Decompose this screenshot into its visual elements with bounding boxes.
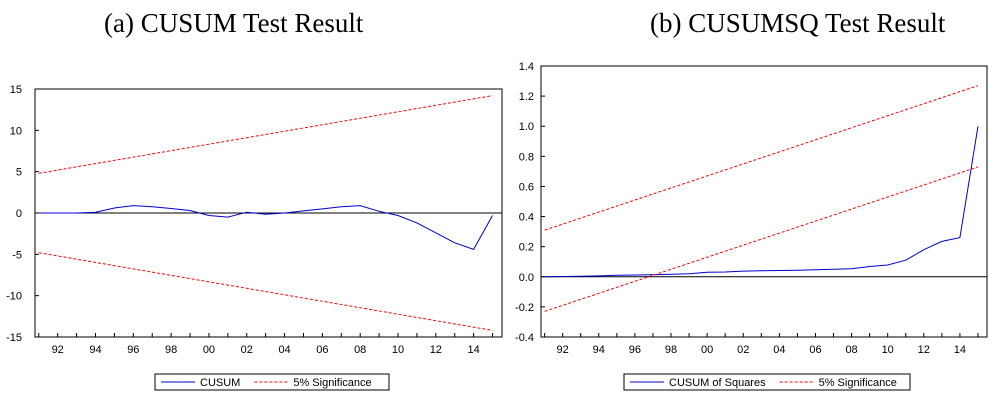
plot-frame [540,65,988,338]
x-tick-label: 08 [845,344,857,356]
x-tick-label: 02 [241,344,253,356]
legend-box [623,373,911,391]
y-tick-label: -0.4 [515,332,534,344]
x-tick-label: 98 [665,344,677,356]
legend-label: 5% Significance [293,377,371,389]
legend: CUSUM 5% Significance [154,373,390,391]
legend-label: 5% Significance [819,377,897,389]
x-tick-label: 98 [165,344,177,356]
y-tick-label: -10 [6,291,22,303]
chart-a-title: (a) CUSUM Test Result [104,8,364,38]
x-tick-label: 96 [629,344,641,356]
y-tick-label: 10 [10,125,22,137]
x-tick-label: 96 [127,344,139,356]
x-tick-label: 00 [701,344,713,356]
legend-label: CUSUM [200,377,240,389]
y-tick-label: 15 [10,84,22,96]
cusum-series-line [544,126,979,278]
y-tick-label: 0.0 [519,272,534,284]
x-tick-label: 10 [392,344,404,356]
y-tick-label: -0.2 [515,302,534,314]
y-tick-label: -5 [12,249,22,261]
y-tick-label: -15 [6,332,22,344]
x-tick-label: 10 [882,344,894,356]
y-tick-label: 0.8 [519,151,534,163]
y-tick-label: 1.4 [519,61,534,73]
x-tick-label: 92 [52,344,64,356]
legend-label: CUSUM of Squares [669,377,766,389]
x-tick-label: 14 [468,344,480,356]
y-tick-label: 0.2 [519,242,534,254]
cusum-series-line [38,205,493,251]
x-tick-label: 02 [737,344,749,356]
x-tick-label: 92 [557,344,569,356]
y-tick-label: 0 [16,208,22,220]
y-tick-label: 0.4 [519,212,534,224]
x-tick-label: 94 [89,344,101,356]
x-tick-label: 14 [954,344,966,356]
x-tick-label: 08 [354,344,366,356]
lower-significance-line [38,252,493,331]
lower-significance-line [544,166,979,312]
chart-b: -0.4 -0.2 0.0 0.2 0.4 0.6 0.8 1.0 1.2 1.4 92 94 96 98… [515,61,988,391]
x-tick-label: 06 [316,344,328,356]
y-tick-label: 1.0 [519,121,534,133]
upper-significance-line [544,85,979,231]
x-tick-label: 12 [918,344,930,356]
x-tick-label: 06 [809,344,821,356]
chart-a: -15 -10 -5 0 5 10 15 92 94 96 98 00 02 04 06 08 10 12 14 CU… [6,84,503,391]
y-tick-label: 5 [16,167,22,179]
legend: CUSUM of Squares 5% Significance [623,373,911,391]
x-tick-label: 12 [430,344,442,356]
x-tick-label: 04 [773,344,785,356]
upper-significance-line [38,95,493,174]
x-tick-label: 94 [593,344,605,356]
y-tick-label: 0.6 [519,181,534,193]
y-tick-label: 1.2 [519,91,534,103]
chart-b-title: (b) CUSUMSQ Test Result [650,8,946,38]
x-tick-label: 00 [203,344,215,356]
x-tick-label: 04 [278,344,290,356]
